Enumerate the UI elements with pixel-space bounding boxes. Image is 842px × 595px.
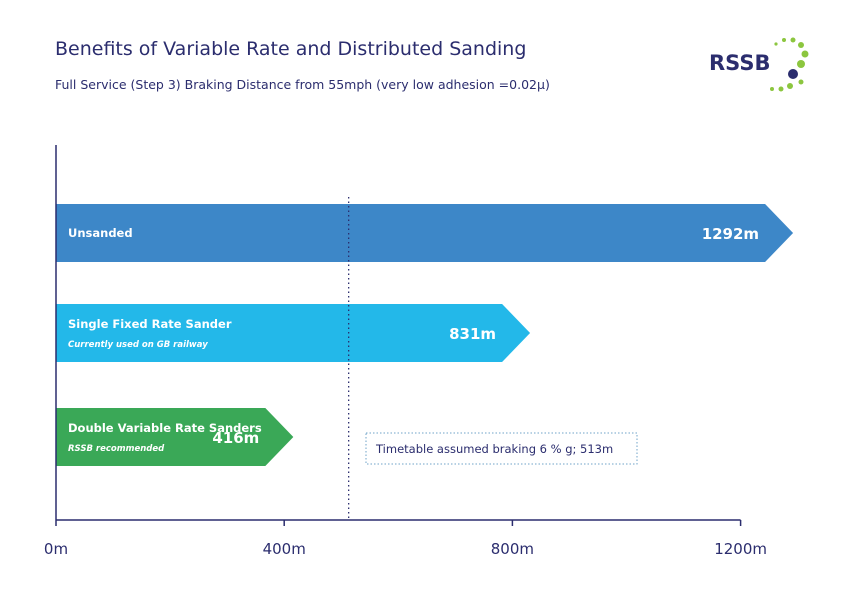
- logo-dot: [790, 37, 796, 43]
- reference-note-box: [365, 432, 638, 465]
- bar-2: [56, 304, 531, 362]
- logo-dot: [798, 79, 804, 85]
- rssb-logo: RSSB: [709, 37, 809, 92]
- rssb-logo-text: RSSB: [709, 51, 770, 75]
- logo-dot: [787, 83, 793, 89]
- bar-value-label: 831m: [449, 325, 496, 343]
- reference-layer: Timetable assumed braking 6 % g; 513m: [348, 197, 638, 520]
- logo-dot: [797, 60, 805, 68]
- logo-dot: [778, 86, 784, 92]
- bar-1: [56, 204, 794, 262]
- x-tick-label: 0m: [44, 540, 68, 558]
- reference-note-text: Timetable assumed braking 6 % g; 513m: [375, 442, 613, 456]
- logo-dot: [801, 50, 809, 58]
- bar-3: [56, 408, 294, 466]
- logo-dot: [770, 87, 774, 91]
- logo-dot: [798, 42, 804, 48]
- bar-label: Unsanded: [68, 226, 133, 240]
- axis-layer: 0m 400m 800m 1200m: [44, 145, 767, 558]
- logo-dot: [782, 38, 786, 42]
- bar-label: Double Variable Rate Sanders: [68, 421, 262, 435]
- logo-dot-navy: [788, 69, 798, 79]
- x-tick-label: 1200m: [714, 540, 767, 558]
- bar-value-label: 416m: [212, 429, 259, 447]
- bar-sublabel: RSSB recommended: [68, 444, 165, 454]
- x-tick-label: 800m: [491, 540, 534, 558]
- chart-subtitle: Full Service (Step 3) Braking Distance f…: [55, 77, 550, 92]
- bar-label: Single Fixed Rate Sander: [68, 317, 232, 331]
- bar-sublabel: Currently used on GB railway: [68, 340, 208, 350]
- logo-dot: [774, 42, 778, 46]
- chart-title: Benefits of Variable Rate and Distribute…: [55, 38, 527, 60]
- bars-layer: Unsanded 1292m Single Fixed Rate Sander Cur…: [56, 204, 794, 466]
- x-tick-label: 400m: [263, 540, 306, 558]
- bar-value-label: 1292m: [702, 225, 759, 243]
